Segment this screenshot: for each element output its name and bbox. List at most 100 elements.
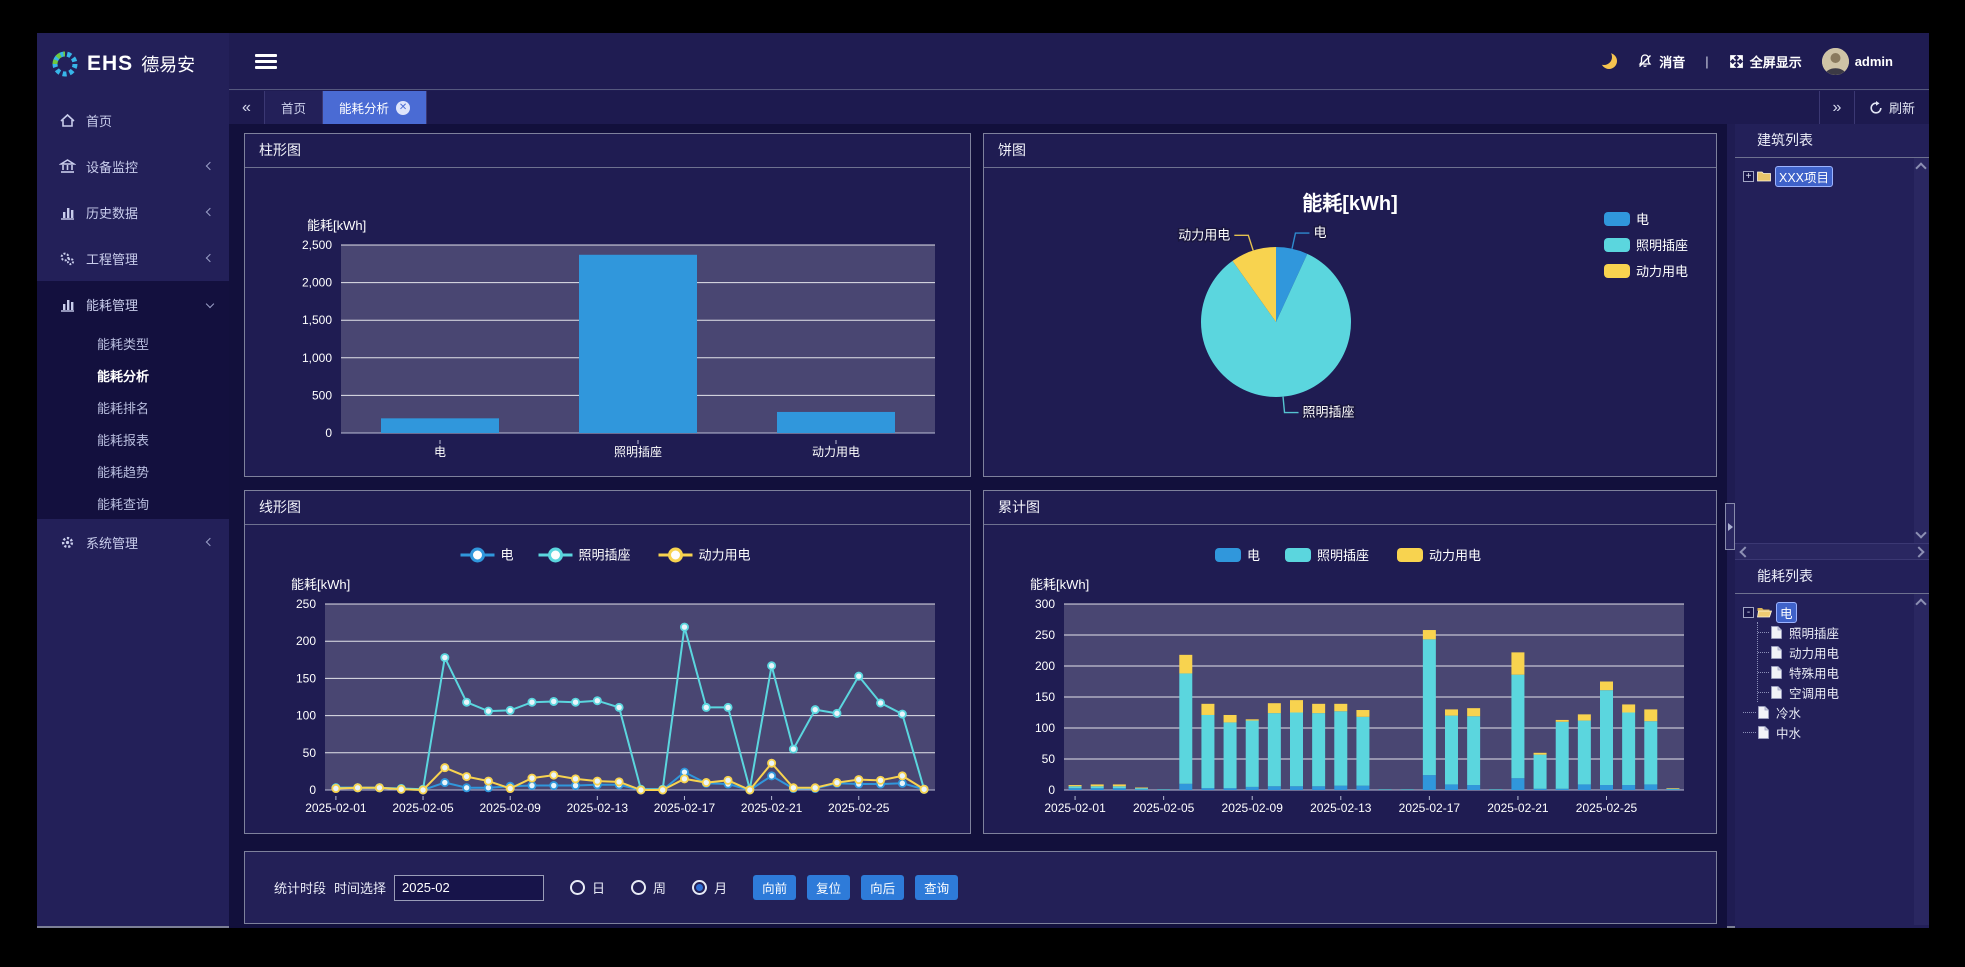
stack-segment[interactable] <box>1422 630 1436 640</box>
sidebar-subitem-能耗分析[interactable]: 能耗分析 <box>97 368 150 384</box>
stack-segment[interactable] <box>1356 785 1370 790</box>
stack-segment[interactable] <box>1356 710 1370 717</box>
stack-segment[interactable] <box>1201 788 1215 790</box>
tree-node-空调用电[interactable]: 空调用电 <box>1758 682 1925 702</box>
stack-segment[interactable] <box>1644 784 1658 790</box>
stack-segment[interactable] <box>1179 654 1193 674</box>
stack-segment[interactable] <box>1112 784 1126 787</box>
legend-item-动力用电[interactable]: 动力用电 <box>1397 548 1481 563</box>
mute-button[interactable]: 消音 <box>1637 52 1685 71</box>
building-tree-hscrollbar[interactable] <box>1735 543 1929 560</box>
stack-segment[interactable] <box>1312 786 1326 790</box>
stack-segment[interactable] <box>1334 711 1348 786</box>
stack-segment[interactable] <box>1135 787 1148 789</box>
stack-segment[interactable] <box>1267 786 1281 790</box>
sidebar-item-设备监控[interactable]: 设备监控 <box>37 143 229 189</box>
sidebar-subitem-能耗排名[interactable]: 能耗排名 <box>97 400 150 416</box>
stack-segment[interactable] <box>1135 789 1148 790</box>
scroll-left-icon[interactable] <box>1739 546 1751 558</box>
tab-首页[interactable]: 首页 <box>265 91 324 124</box>
stack-segment[interactable] <box>1356 716 1370 786</box>
stack-segment[interactable] <box>1511 652 1525 675</box>
stack-segment[interactable] <box>1223 722 1237 789</box>
stack-segment[interactable] <box>1334 785 1348 790</box>
tree-node-label[interactable]: 冷水 <box>1776 706 1802 721</box>
building-tree-vscrollbar[interactable] <box>1914 158 1929 543</box>
stack-segment[interactable] <box>1489 789 1503 790</box>
sidebar-subitem-能耗趋势[interactable]: 能耗趋势 <box>97 464 150 480</box>
stack-segment[interactable] <box>1245 786 1259 790</box>
scroll-right-icon[interactable] <box>1913 546 1925 558</box>
tree-node-label[interactable]: 动力用电 <box>1789 646 1840 661</box>
stack-segment[interactable] <box>1666 788 1680 790</box>
energy-tree-vscrollbar[interactable] <box>1914 594 1929 925</box>
stack-segment[interactable] <box>1533 754 1547 789</box>
tree-node-label[interactable]: 中水 <box>1776 726 1802 741</box>
stack-segment[interactable] <box>1555 788 1569 790</box>
stack-segment[interactable] <box>1445 715 1458 785</box>
legend-item-电[interactable]: 电 <box>460 547 514 563</box>
stack-segment[interactable] <box>1666 789 1680 790</box>
stack-segment[interactable] <box>1201 714 1215 789</box>
stack-segment[interactable] <box>1577 784 1591 790</box>
tree-node-label[interactable]: 特殊用电 <box>1789 666 1840 681</box>
tree-node-label[interactable]: 电 <box>1776 601 1797 623</box>
stack-segment[interactable] <box>1600 785 1613 790</box>
stack-segment[interactable] <box>1223 714 1237 723</box>
stack-segment[interactable] <box>1533 788 1547 790</box>
stack-segment[interactable] <box>1090 788 1104 790</box>
sidebar-subitem-能耗查询[interactable]: 能耗查询 <box>97 496 150 512</box>
stack-segment[interactable] <box>1157 789 1171 790</box>
stack-segment[interactable] <box>1600 681 1613 691</box>
stack-segment[interactable] <box>1267 713 1281 787</box>
stack-segment[interactable] <box>1533 752 1547 755</box>
stack-segment[interactable] <box>1622 712 1636 786</box>
scroll-up-icon[interactable] <box>1915 598 1927 610</box>
bar-照明插座[interactable] <box>579 254 697 433</box>
stack-segment[interactable] <box>1068 786 1082 789</box>
sidebar-subitem-能耗类型[interactable]: 能耗类型 <box>97 336 150 352</box>
stack-segment[interactable] <box>1112 788 1126 790</box>
stack-segment[interactable] <box>1068 788 1082 790</box>
toolbar-button-向后[interactable]: 向后 <box>861 875 905 900</box>
stack-segment[interactable] <box>1511 674 1525 779</box>
hamburger-menu-icon[interactable] <box>255 51 277 72</box>
legend-item-动力用电[interactable]: 动力用电 <box>658 547 751 563</box>
stack-segment[interactable] <box>1422 639 1436 776</box>
stack-segment[interactable] <box>1245 719 1259 721</box>
stack-segment[interactable] <box>1666 788 1680 789</box>
stack-segment[interactable] <box>1445 709 1458 716</box>
stack-segment[interactable] <box>1555 719 1569 722</box>
stack-segment[interactable] <box>1090 784 1104 787</box>
pie-slice-照明插座[interactable] <box>1201 253 1351 397</box>
sidebar-item-历史数据[interactable]: 历史数据 <box>37 189 229 235</box>
bar-电[interactable] <box>381 418 499 433</box>
stack-segment[interactable] <box>1290 786 1303 790</box>
stack-segment[interactable] <box>1068 785 1082 787</box>
stack-segment[interactable] <box>1555 721 1569 789</box>
stack-segment[interactable] <box>1644 721 1658 785</box>
stack-segment[interactable] <box>1245 720 1259 787</box>
stack-segment[interactable] <box>1467 708 1481 717</box>
tree-node-冷水[interactable]: 冷水 <box>1743 702 1925 722</box>
stack-segment[interactable] <box>1577 720 1591 785</box>
stack-segment[interactable] <box>1290 700 1303 713</box>
toolbar-button-查询[interactable]: 查询 <box>915 875 959 900</box>
legend-item-电[interactable]: 电 <box>1604 212 1649 227</box>
stack-segment[interactable] <box>1600 690 1613 786</box>
stack-segment[interactable] <box>1467 716 1481 786</box>
stack-segment[interactable] <box>1622 785 1636 790</box>
toolbar-button-复位[interactable]: 复位 <box>807 875 851 900</box>
tree-node-label[interactable]: 照明插座 <box>1789 626 1840 641</box>
stack-segment[interactable] <box>1201 703 1215 715</box>
radio-日[interactable]: 日 <box>570 878 605 897</box>
tabs-scroll-left-button[interactable]: « <box>229 91 265 124</box>
toolbar-button-向前[interactable]: 向前 <box>753 875 797 900</box>
stack-segment[interactable] <box>1090 786 1104 789</box>
tree-node-照明插座[interactable]: 照明插座 <box>1758 622 1925 642</box>
tree-node-label[interactable]: XXX项目 <box>1775 165 1834 187</box>
stack-segment[interactable] <box>1267 703 1281 714</box>
tabs-scroll-right-button[interactable]: » <box>1818 91 1855 124</box>
bar-动力用电[interactable] <box>777 411 895 433</box>
stack-segment[interactable] <box>1312 713 1326 787</box>
